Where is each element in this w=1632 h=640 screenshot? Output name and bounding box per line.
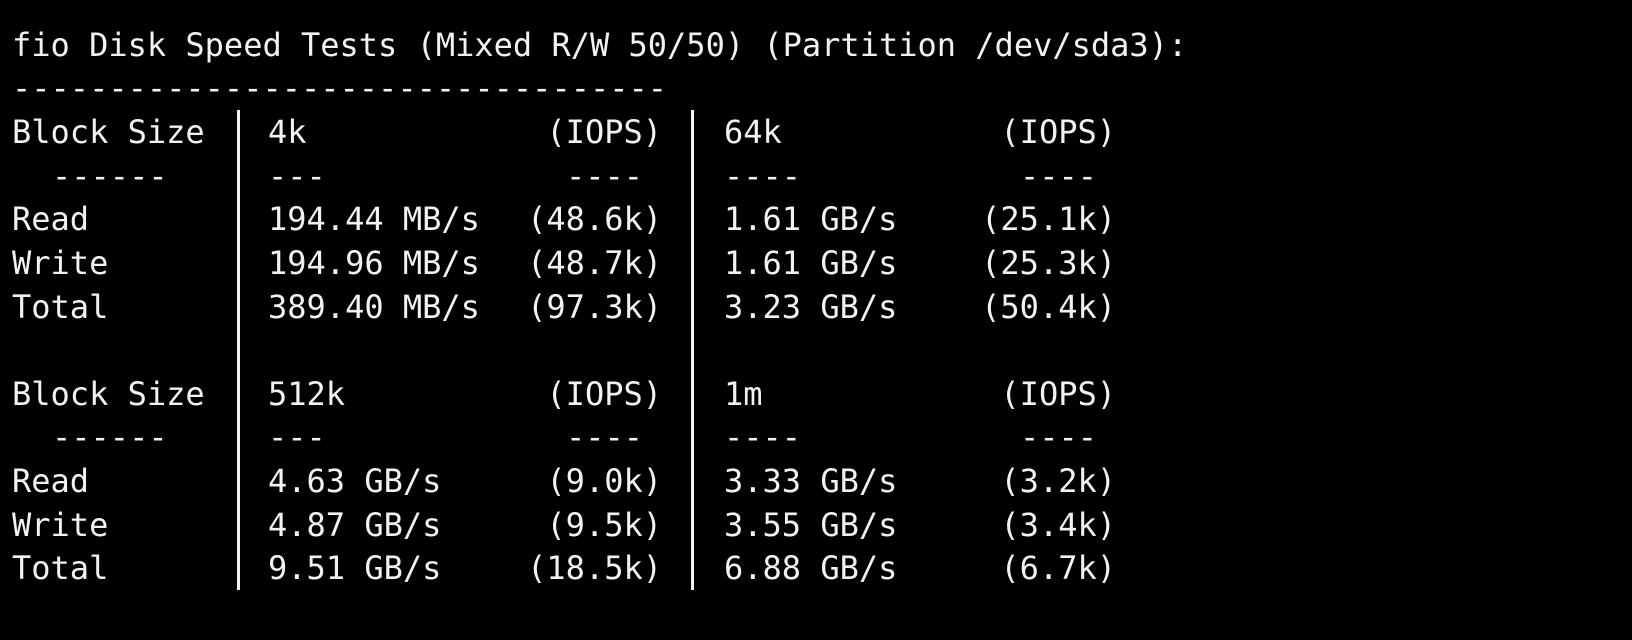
header-cell: Block Size [12,113,205,152]
column-divider [237,241,240,285]
cell: (9.5k) [546,505,662,544]
column-divider [237,459,240,503]
column-divider [237,153,240,198]
header-cell: 64k [724,113,782,152]
row-label: Total [12,287,109,326]
row-label: Write [12,505,109,544]
cell: 3.55 GB/s [724,505,898,544]
dash-cell: ---- [565,156,643,195]
cell: (25.3k) [981,244,1116,282]
column-divider [691,153,694,198]
column-divider [237,110,240,154]
cell: 4.87 GB/s [268,505,442,544]
dash-cell: ---- [1019,418,1097,457]
column-divider [691,415,694,459]
column-divider [237,546,240,590]
column-divider [237,328,240,372]
dash-cell: ---- [724,156,802,195]
cell: 194.44 MB/s [268,200,480,239]
dash-cell: ---- [724,418,802,457]
header-cell: (IOPS) [546,113,662,152]
cell: (9.0k) [546,462,662,500]
header-cell: 4k [268,113,307,152]
column-divider [691,459,694,503]
title: fio Disk Speed Tests (Mixed R/W 50/50) (… [12,26,1188,64]
cell: 194.96 MB/s [268,244,480,282]
cell: 6.88 GB/s [724,549,898,588]
cell: 9.51 GB/s [268,549,442,588]
dash-cell: ------ [52,418,168,457]
column-divider [691,197,694,241]
column-divider [691,371,694,416]
column-divider [237,371,240,416]
row-label: Write [12,244,109,282]
dash-cell: --- [268,156,326,195]
cell: 3.23 GB/s [724,287,898,326]
cell: (48.6k) [527,200,662,239]
column-divider [237,502,240,547]
header-cell: 512k [268,374,346,413]
column-divider [237,284,240,329]
cell: (25.1k) [981,200,1116,239]
column-divider [237,415,240,459]
header-cell: 1m [724,374,763,413]
column-divider [691,284,694,329]
cell: 3.33 GB/s [724,462,898,500]
row-label: Read [12,200,90,239]
row-label: Total [12,549,109,588]
header-cell: (IOPS) [546,374,662,413]
column-divider [691,110,694,154]
column-divider [237,197,240,241]
cell: (97.3k) [527,287,662,326]
row-label: Read [12,462,90,500]
dash-cell: ---- [565,418,643,457]
column-divider [691,546,694,590]
header-cell: Block Size [12,374,205,413]
dash-cell: ---- [1019,156,1097,195]
cell: (6.7k) [1000,549,1116,588]
cell: (3.4k) [1000,505,1116,544]
dash-cell: ------ [52,156,168,195]
cell: 1.61 GB/s [724,200,898,239]
cell: (50.4k) [981,287,1116,326]
dash-cell: --- [268,418,326,457]
column-divider [691,502,694,547]
column-divider [691,328,694,372]
cell: (18.5k) [527,549,662,588]
header-cell: (IOPS) [1000,374,1116,413]
column-divider [691,241,694,285]
cell: 4.63 GB/s [268,462,442,500]
cell: (3.2k) [1000,462,1116,500]
rule: ---------------------------------- [12,69,668,107]
cell: 389.40 MB/s [268,287,480,326]
cell: 1.61 GB/s [724,244,898,282]
cell: (48.7k) [527,244,662,282]
header-cell: (IOPS) [1000,113,1116,152]
